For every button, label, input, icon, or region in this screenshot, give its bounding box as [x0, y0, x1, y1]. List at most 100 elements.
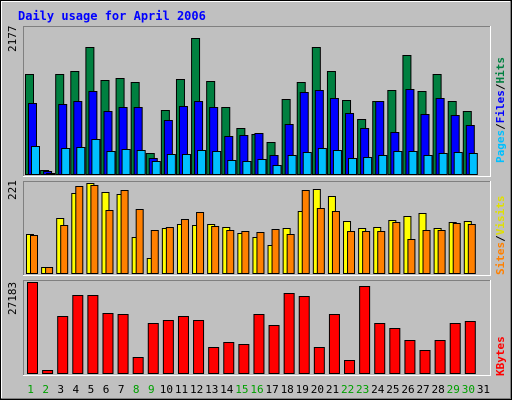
bar-kbytes-9	[147, 323, 159, 374]
panel3-max-label: 27183	[6, 282, 19, 315]
bar-pages-19	[302, 152, 312, 175]
bar-kbytes-12	[193, 320, 205, 374]
bar-sites-24	[377, 231, 386, 274]
bar-pages-18	[287, 155, 297, 175]
legend-sites-visits: Sites/Visits	[494, 196, 507, 276]
bar-pages-29	[453, 152, 463, 175]
bar-sites-12	[196, 212, 205, 274]
bar-pages-2	[46, 173, 56, 175]
bar-sites-29	[452, 223, 461, 274]
bar-kbytes-19	[298, 296, 310, 374]
x-tick-label: 12	[190, 383, 203, 396]
panel1-max-label: 2177	[6, 26, 19, 53]
bar-sites-19	[301, 190, 310, 274]
bar-pages-8	[136, 150, 146, 175]
bar-pages-3	[61, 148, 71, 175]
x-tick-label: 24	[371, 383, 385, 396]
bar-kbytes-17	[268, 325, 280, 374]
bar-sites-2	[45, 267, 54, 274]
bar-sites-14	[226, 230, 235, 274]
bar-kbytes-11	[177, 316, 189, 374]
bar-sites-10	[165, 227, 174, 274]
bar-sites-15	[241, 231, 250, 274]
x-tick-label: 31	[477, 383, 490, 396]
bar-kbytes-25	[389, 328, 401, 374]
bar-pages-13	[212, 151, 222, 175]
x-tick-label: 20	[311, 383, 324, 396]
bar-pages-10	[166, 154, 176, 175]
bar-sites-3	[60, 225, 69, 274]
legend-files: Files	[494, 90, 507, 123]
bar-sites-9	[150, 230, 159, 274]
bar-sites-17	[271, 229, 280, 274]
bar-kbytes-29	[449, 323, 461, 374]
bar-pages-6	[106, 151, 116, 175]
panel2-max-label: 221	[6, 180, 19, 200]
bar-pages-5	[91, 139, 101, 175]
bar-sites-18	[286, 234, 295, 274]
bar-kbytes-20	[313, 347, 325, 374]
bar-pages-20	[317, 148, 327, 175]
bar-pages-11	[181, 154, 191, 175]
x-tick-label: 10	[160, 383, 173, 396]
x-tick-label: 13	[205, 383, 218, 396]
bar-kbytes-4	[72, 295, 84, 374]
x-tick-label: 18	[281, 383, 294, 396]
legend-pages: Pages	[494, 130, 507, 163]
bar-pages-17	[272, 165, 282, 175]
bar-sites-4	[75, 186, 84, 274]
bar-kbytes-21	[328, 314, 340, 374]
x-tick-label: 11	[175, 383, 188, 396]
bar-sites-7	[120, 190, 129, 274]
bar-pages-28	[438, 153, 448, 175]
legend-hits-files-pages: Pages/Files/Hits	[494, 57, 507, 163]
bar-sites-30	[467, 224, 476, 274]
bar-sites-27	[422, 230, 431, 274]
legend-visits: Visits	[494, 196, 507, 236]
bar-pages-30	[468, 153, 478, 175]
legend-sites: Sites	[494, 242, 507, 275]
x-tick-label: 5	[88, 383, 95, 396]
x-tick-label: 3	[57, 383, 64, 396]
bar-pages-26	[408, 151, 418, 175]
legend-hits: Hits	[494, 57, 507, 84]
x-axis-labels: 1 2 3 4 5 6 7 8 9 10 11 12 13 14 15 16 17 18 19 20 21 22 23 24 2…	[27, 383, 490, 396]
bar-kbytes-28	[434, 340, 446, 374]
bar-kbytes-10	[162, 320, 174, 374]
bar-sites-20	[316, 208, 325, 274]
bar-kbytes-15	[238, 344, 250, 374]
bar-kbytes-22	[344, 360, 356, 374]
bar-pages-27	[423, 155, 433, 175]
x-tick-label: 28	[432, 383, 445, 396]
bars	[25, 38, 478, 374]
bar-kbytes-14	[223, 342, 235, 374]
bar-sites-28	[437, 230, 446, 274]
bar-kbytes-26	[404, 340, 416, 374]
x-tick-label: 23	[356, 383, 369, 396]
bar-kbytes-1	[27, 282, 38, 374]
x-tick-label: 26	[401, 383, 414, 396]
legend-kbytes: KBytes	[494, 336, 507, 376]
legend-sep-1: /	[494, 123, 507, 130]
bar-pages-7	[121, 149, 131, 175]
svg-text:Sites/Visits: Sites/Visits	[494, 196, 507, 276]
x-tick-label: 4	[73, 383, 80, 396]
bar-kbytes-16	[253, 314, 265, 374]
bar-pages-12	[197, 150, 207, 175]
bar-sites-16	[256, 232, 265, 274]
bar-sites-1	[30, 235, 38, 274]
x-tick-label: 27	[416, 383, 429, 396]
bar-sites-21	[331, 211, 340, 274]
bar-kbytes-8	[132, 357, 144, 374]
bar-pages-14	[227, 160, 237, 175]
bar-pages-25	[393, 151, 403, 175]
bar-pages-21	[332, 150, 342, 175]
bar-pages-1	[31, 146, 40, 175]
legend-sep-2: /	[494, 83, 507, 90]
bar-sites-23	[362, 231, 371, 274]
bar-sites-8	[135, 209, 144, 274]
bar-pages-9	[151, 161, 161, 175]
x-tick-label: 7	[118, 383, 125, 396]
bar-kbytes-18	[283, 293, 295, 374]
